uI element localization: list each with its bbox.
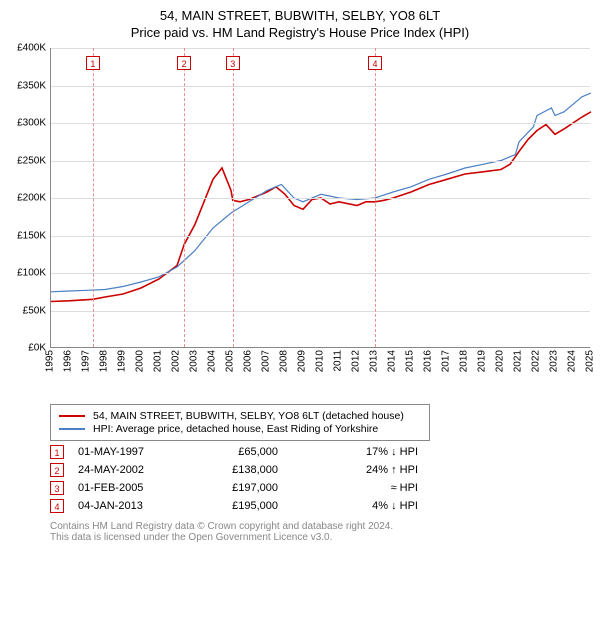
transaction-number-box: 1	[50, 445, 64, 459]
transaction-date: 24-MAY-2002	[78, 464, 208, 476]
gridline	[51, 123, 590, 124]
attribution-footer: Contains HM Land Registry data © Crown c…	[50, 521, 570, 543]
x-tick-label: 2004	[207, 350, 218, 372]
x-tick-label: 2025	[585, 350, 596, 372]
x-tick-label: 2014	[387, 350, 398, 372]
transaction-marker-line	[233, 48, 234, 347]
x-tick-label: 2017	[441, 350, 452, 372]
footer-line-1: Contains HM Land Registry data © Crown c…	[50, 521, 570, 532]
x-tick-label: 1997	[81, 350, 92, 372]
legend-item: HPI: Average price, detached house, East…	[59, 423, 421, 435]
legend-item: 54, MAIN STREET, BUBWITH, SELBY, YO8 6LT…	[59, 410, 421, 422]
y-tick-label: £100K	[17, 268, 46, 279]
gridline	[51, 311, 590, 312]
x-tick-label: 2023	[549, 350, 560, 372]
table-row: 3 01-FEB-2005£197,000≈ HPI	[50, 481, 470, 495]
legend-label: 54, MAIN STREET, BUBWITH, SELBY, YO8 6LT…	[93, 410, 404, 422]
transaction-price: £195,000	[208, 500, 308, 512]
x-tick-label: 1999	[117, 350, 128, 372]
chart-title-1: 54, MAIN STREET, BUBWITH, SELBY, YO8 6LT	[10, 8, 590, 23]
x-tick-label: 2020	[495, 350, 506, 372]
transaction-price: £197,000	[208, 482, 308, 494]
x-tick-label: 2007	[261, 350, 272, 372]
y-tick-label: £300K	[17, 118, 46, 129]
chart-title-2: Price paid vs. HM Land Registry's House …	[10, 25, 590, 40]
x-tick-label: 2001	[153, 350, 164, 372]
y-tick-label: £350K	[17, 80, 46, 91]
chart-area: £0K£50K£100K£150K£200K£250K£300K£350K£40…	[10, 48, 590, 398]
y-axis: £0K£50K£100K£150K£200K£250K£300K£350K£40…	[10, 48, 50, 348]
transaction-price: £138,000	[208, 464, 308, 476]
transaction-date: 01-FEB-2005	[78, 482, 208, 494]
x-tick-label: 2016	[423, 350, 434, 372]
y-tick-label: £400K	[17, 43, 46, 54]
transaction-number-box: 3	[50, 481, 64, 495]
transaction-marker-box: 3	[226, 56, 240, 70]
x-tick-label: 2006	[243, 350, 254, 372]
x-tick-label: 2013	[369, 350, 380, 372]
x-tick-label: 2015	[405, 350, 416, 372]
x-tick-label: 1998	[99, 350, 110, 372]
transaction-marker-line	[184, 48, 185, 347]
transaction-marker-box: 1	[86, 56, 100, 70]
y-tick-label: £150K	[17, 230, 46, 241]
transaction-number-box: 4	[50, 499, 64, 513]
x-tick-label: 2003	[189, 350, 200, 372]
x-tick-label: 2009	[297, 350, 308, 372]
y-tick-label: £200K	[17, 193, 46, 204]
x-tick-label: 2012	[351, 350, 362, 372]
y-tick-label: £250K	[17, 155, 46, 166]
gridline	[51, 161, 590, 162]
footer-line-2: This data is licensed under the Open Gov…	[50, 532, 570, 543]
x-tick-label: 2021	[513, 350, 524, 372]
gridline	[51, 236, 590, 237]
gridline	[51, 48, 590, 49]
transaction-marker-box: 4	[368, 56, 382, 70]
transaction-price: £65,000	[208, 446, 308, 458]
transaction-marker-box: 2	[177, 56, 191, 70]
y-tick-label: £50K	[23, 305, 46, 316]
transaction-delta: 4% ↓ HPI	[308, 500, 418, 512]
x-tick-label: 2000	[135, 350, 146, 372]
gridline	[51, 86, 590, 87]
y-tick-label: £0K	[28, 343, 46, 354]
legend-swatch	[59, 415, 85, 417]
x-tick-label: 2008	[279, 350, 290, 372]
table-row: 2 24-MAY-2002£138,00024% ↑ HPI	[50, 463, 470, 477]
x-tick-label: 2019	[477, 350, 488, 372]
transaction-date: 01-MAY-1997	[78, 446, 208, 458]
x-tick-label: 2024	[567, 350, 578, 372]
table-row: 1 01-MAY-1997£65,00017% ↓ HPI	[50, 445, 470, 459]
legend-swatch	[59, 428, 85, 430]
transaction-delta: ≈ HPI	[308, 482, 418, 494]
transaction-date: 04-JAN-2013	[78, 500, 208, 512]
x-tick-label: 2022	[531, 350, 542, 372]
x-tick-label: 1995	[45, 350, 56, 372]
x-tick-label: 1996	[63, 350, 74, 372]
gridline	[51, 198, 590, 199]
x-tick-label: 2002	[171, 350, 182, 372]
transactions-table: 1 01-MAY-1997£65,00017% ↓ HPI 2 24-MAY-2002…	[50, 445, 470, 513]
x-axis: 1995199619971998199920002001200220032004…	[50, 348, 590, 398]
legend: 54, MAIN STREET, BUBWITH, SELBY, YO8 6LT…	[50, 404, 430, 441]
transaction-number-box: 2	[50, 463, 64, 477]
x-tick-label: 2018	[459, 350, 470, 372]
legend-label: HPI: Average price, detached house, East…	[93, 423, 378, 435]
transaction-marker-line	[375, 48, 376, 347]
x-tick-label: 2010	[315, 350, 326, 372]
x-tick-label: 2011	[333, 350, 344, 372]
x-tick-label: 2005	[225, 350, 236, 372]
gridline	[51, 273, 590, 274]
transaction-delta: 17% ↓ HPI	[308, 446, 418, 458]
transaction-delta: 24% ↑ HPI	[308, 464, 418, 476]
plot-area: 1 2 3 4	[50, 48, 590, 348]
table-row: 4 04-JAN-2013£195,0004% ↓ HPI	[50, 499, 470, 513]
transaction-marker-line	[93, 48, 94, 347]
